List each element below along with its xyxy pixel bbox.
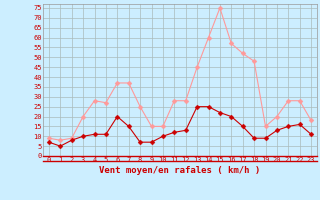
X-axis label: Vent moyen/en rafales ( km/h ): Vent moyen/en rafales ( km/h ) — [100, 166, 260, 175]
